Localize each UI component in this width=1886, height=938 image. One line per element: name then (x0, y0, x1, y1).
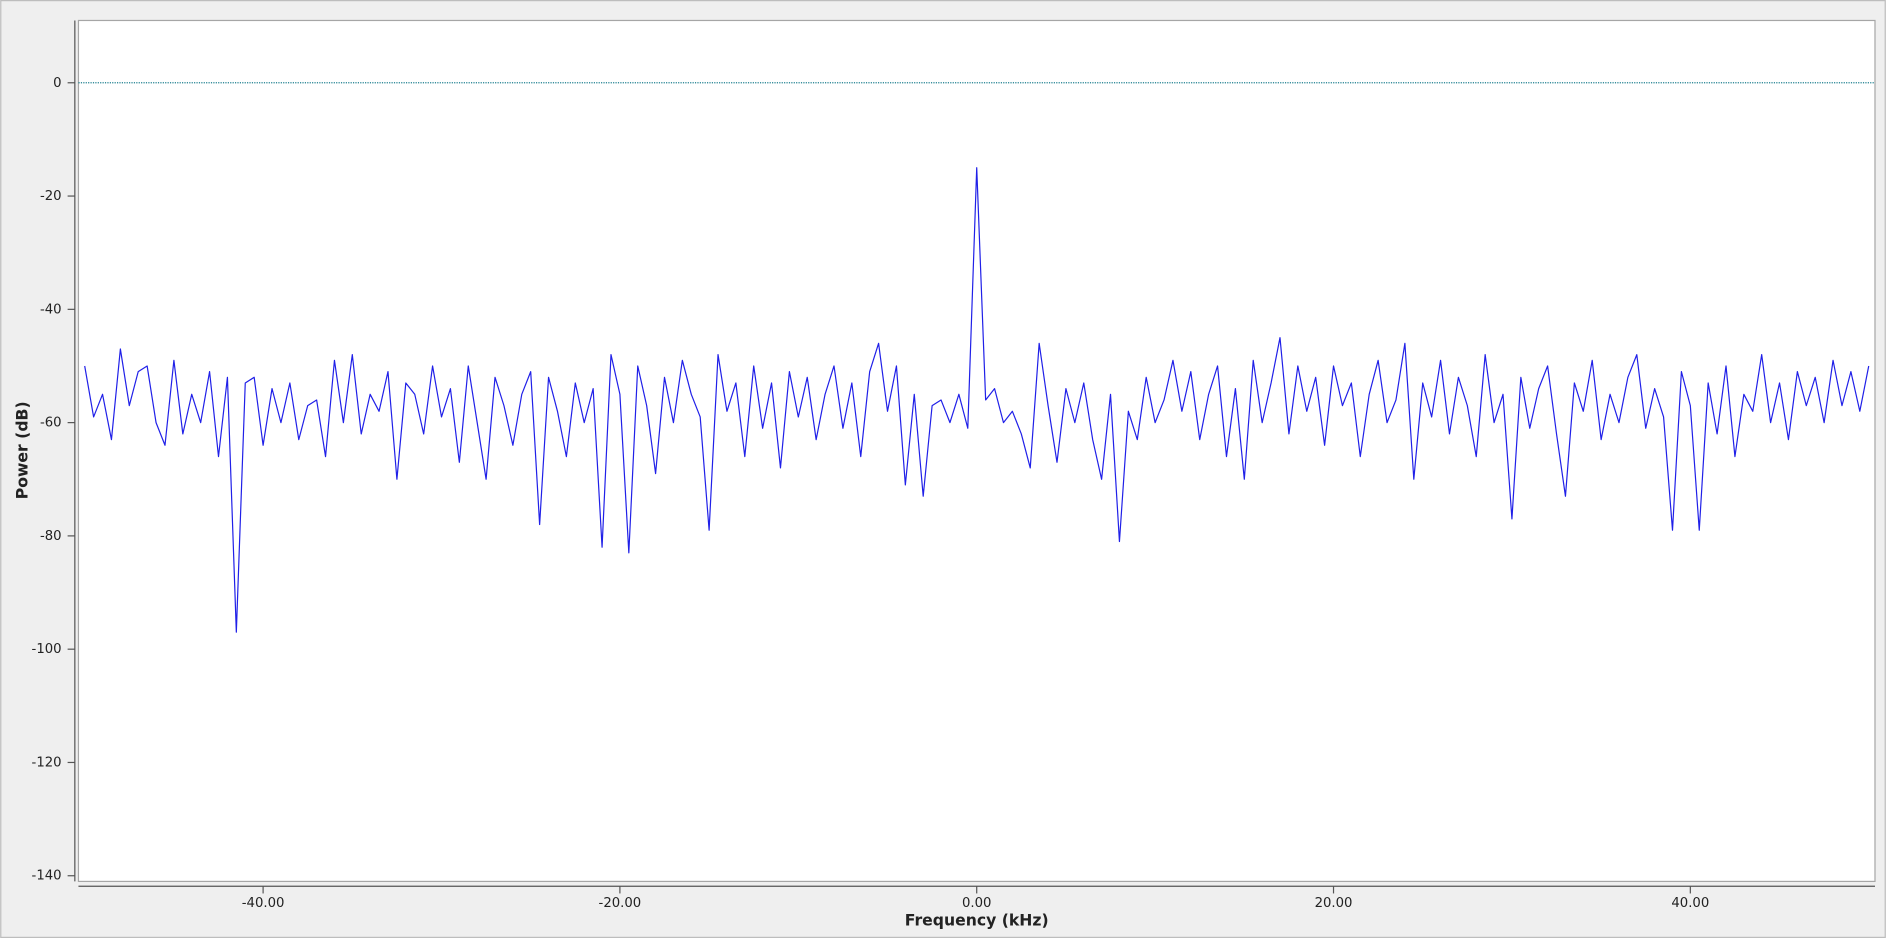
x-tick-label: -20.00 (599, 896, 642, 911)
x-tick-label: -40.00 (242, 896, 285, 911)
y-tick-label: -40 (40, 302, 62, 317)
y-tick-label: -100 (32, 642, 62, 657)
plot-area (77, 19, 1876, 883)
y-tick-label: -140 (32, 869, 62, 884)
x-axis-title: Frequency (kHz) (905, 911, 1049, 930)
x-tick-label: 20.00 (1315, 896, 1353, 911)
y-tick-label: 0 (53, 76, 61, 91)
x-tick-label: 40.00 (1671, 896, 1709, 911)
y-tick-label: -20 (40, 189, 62, 204)
y-tick-label: -60 (40, 416, 62, 431)
y-axis-title: Power (dB) (13, 401, 32, 499)
x-tick-label: 0.00 (962, 896, 991, 911)
y-tick-label: -80 (40, 529, 62, 544)
y-tick-label: -120 (32, 755, 62, 770)
spectrum-line (84, 167, 1870, 633)
